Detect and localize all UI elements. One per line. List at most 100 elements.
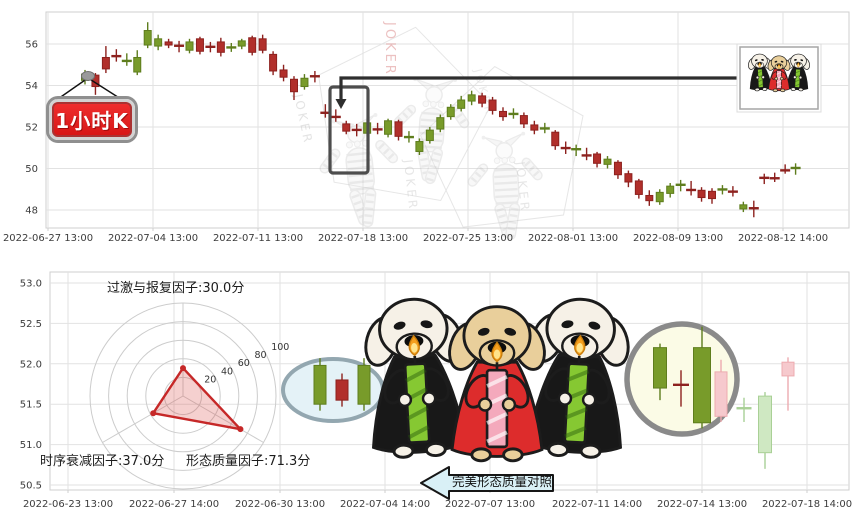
candlestick xyxy=(780,164,791,174)
candlestick xyxy=(714,359,728,422)
factor-label-pattern-quality: 形态质量因子:71.3分 xyxy=(186,454,311,469)
factor-panel-x-tick-label: 2022-06-23 13:00 xyxy=(23,499,113,510)
three-dogs-illustration xyxy=(748,53,810,93)
real-pattern-circle xyxy=(624,321,795,469)
candlestick xyxy=(335,373,349,407)
radar-r-tick-label: 60 xyxy=(238,358,250,369)
joker-watermark-text: JOKER xyxy=(513,160,532,214)
joker-watermark xyxy=(467,131,543,240)
candlestick xyxy=(133,50,142,76)
banner-label: 完美形态质量对照 xyxy=(452,474,553,489)
hourly-panel-y-tick-label: 50 xyxy=(25,164,38,175)
candlestick xyxy=(727,186,738,197)
candlestick xyxy=(571,144,582,157)
joker-watermark-text: JOKER xyxy=(382,21,397,77)
candlestick xyxy=(624,170,633,188)
hourly-panel-x-tick-label: 2022-08-12 14:00 xyxy=(738,233,828,244)
hourly-panel-x-tick-label: 2022-07-11 13:00 xyxy=(213,233,303,244)
candlestick xyxy=(748,200,759,218)
hourly-panel-y-tick-label: 52 xyxy=(25,123,38,134)
factor-panel-y-tick-label: 51.5 xyxy=(20,400,42,411)
factor-panel-x-tick-label: 2022-07-18 14:00 xyxy=(762,499,852,510)
factor-panel-x-tick-label: 2022-06-30 13:00 xyxy=(235,499,325,510)
factor-panel-y-tick-label: 52.5 xyxy=(20,319,42,330)
candlestick xyxy=(781,357,795,411)
timeframe-badge: 1小时K xyxy=(49,99,135,140)
dog-illustration xyxy=(448,305,546,463)
ideal-pattern-ellipse xyxy=(281,357,385,423)
candlestick xyxy=(185,38,194,54)
candlestick xyxy=(686,180,697,196)
factor-panel-axis-labels: 53.0 52.5 52.0 51.5 51.0 50.5 2022-06-23 13:00… xyxy=(20,279,852,511)
candlestick xyxy=(415,138,424,156)
factor-panel-y-tick-label: 50.5 xyxy=(20,481,42,492)
candlestick xyxy=(425,127,434,144)
candlestick xyxy=(593,151,602,168)
radar-score-polygon xyxy=(151,366,242,431)
candlestick xyxy=(603,156,612,169)
dog-illustration xyxy=(767,55,791,93)
candlestick xyxy=(248,35,257,56)
hourly-panel-y-tick-label: 48 xyxy=(25,206,38,217)
candlestick xyxy=(372,122,383,135)
factor-radar-chart: 20 40 60 80 100 xyxy=(89,302,289,490)
candlestick xyxy=(488,96,497,115)
factor-panel-x-tick-label: 2022-07-04 14:00 xyxy=(340,499,430,510)
candlestick xyxy=(739,201,748,213)
candlestick xyxy=(736,397,752,422)
candlestick xyxy=(237,38,246,50)
candlestick xyxy=(154,34,163,51)
candlestick xyxy=(403,131,414,143)
radar-r-tick-label: 80 xyxy=(254,350,266,361)
hourly-panel-y-tick-label: 56 xyxy=(25,40,38,51)
arrowhead-icon xyxy=(335,99,347,109)
radar-r-tick-label: 100 xyxy=(271,342,289,353)
left-arrow-banner xyxy=(420,466,554,500)
timeframe-badge-label: 1小时K xyxy=(55,109,129,133)
candlestick xyxy=(174,40,185,53)
candlestick xyxy=(269,51,278,76)
candlestick xyxy=(290,76,298,101)
candlestick xyxy=(258,34,267,54)
candlestick xyxy=(666,183,675,198)
candlestick xyxy=(101,46,110,74)
candlestick xyxy=(436,114,445,133)
candlestick xyxy=(693,326,711,429)
candlestick xyxy=(645,190,654,206)
candlestick xyxy=(216,37,225,57)
hourly-candles xyxy=(81,22,801,218)
hourly-panel-x-tick-label: 2022-07-25 13:00 xyxy=(423,233,513,244)
hourly-panel-axis-labels: 56 54 52 50 48 2022-06-27 13:00 2022-07-04 13:… xyxy=(3,40,828,245)
hourly-panel-y-tick-label: 54 xyxy=(25,81,38,92)
connector-arrow xyxy=(335,76,743,109)
candlestick xyxy=(613,160,622,179)
factor-panel-x-tick-label: 2022-06-27 14:00 xyxy=(129,499,219,510)
candlestick xyxy=(675,179,686,192)
factor-panel-x-tick-label: 2022-07-14 13:00 xyxy=(657,499,747,510)
candlestick xyxy=(653,343,667,401)
candlestick xyxy=(457,95,466,112)
joker-watermark-text: JOKER xyxy=(401,158,420,212)
candlestick xyxy=(708,188,716,204)
candlestick xyxy=(673,370,689,407)
hourly-panel-x-tick-label: 2022-06-27 13:00 xyxy=(3,233,93,244)
factor-label-time-decay: 时序衰减因子:37.0分 xyxy=(40,454,165,469)
dog-illustration xyxy=(527,297,630,459)
candlestick xyxy=(394,119,403,141)
candlestick xyxy=(519,112,528,129)
joker-watermark xyxy=(319,112,399,228)
factor-panel-y-tick-label: 52.0 xyxy=(20,359,42,370)
candlestick xyxy=(769,172,780,182)
candlestick xyxy=(279,64,288,82)
dog-illustration xyxy=(364,297,467,459)
candlestick xyxy=(478,92,487,108)
candlestick xyxy=(499,107,507,121)
candlestick xyxy=(300,74,309,90)
factor-panel-x-tick-label: 2022-07-11 14:00 xyxy=(552,499,642,510)
candlestick xyxy=(205,41,216,53)
candlestick xyxy=(581,147,592,161)
factor-label-overreaction: 过激与报复因子:30.0分 xyxy=(107,281,245,296)
candlestick xyxy=(357,358,371,411)
